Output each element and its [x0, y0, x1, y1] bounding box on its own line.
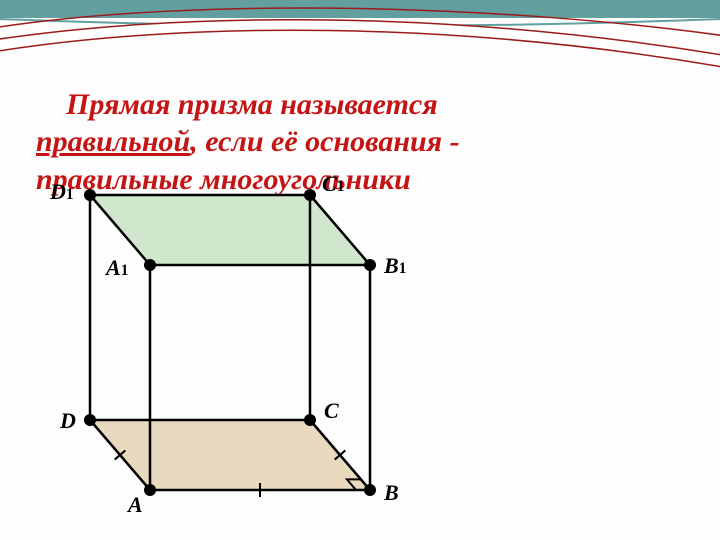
svg-text:A: A: [126, 492, 143, 517]
svg-text:B1: B1: [383, 253, 406, 278]
svg-text:C1: C1: [322, 171, 344, 196]
svg-text:A1: A1: [104, 255, 128, 280]
svg-text:D1: D1: [49, 179, 74, 204]
prism-svg: A B C D A1 B1 C1 D1: [0, 0, 720, 540]
svg-text:B: B: [383, 480, 399, 505]
slide-stage: Прямая призма называется правильной, есл…: [0, 0, 720, 540]
svg-text:D: D: [59, 408, 76, 433]
svg-text:C: C: [324, 398, 339, 423]
